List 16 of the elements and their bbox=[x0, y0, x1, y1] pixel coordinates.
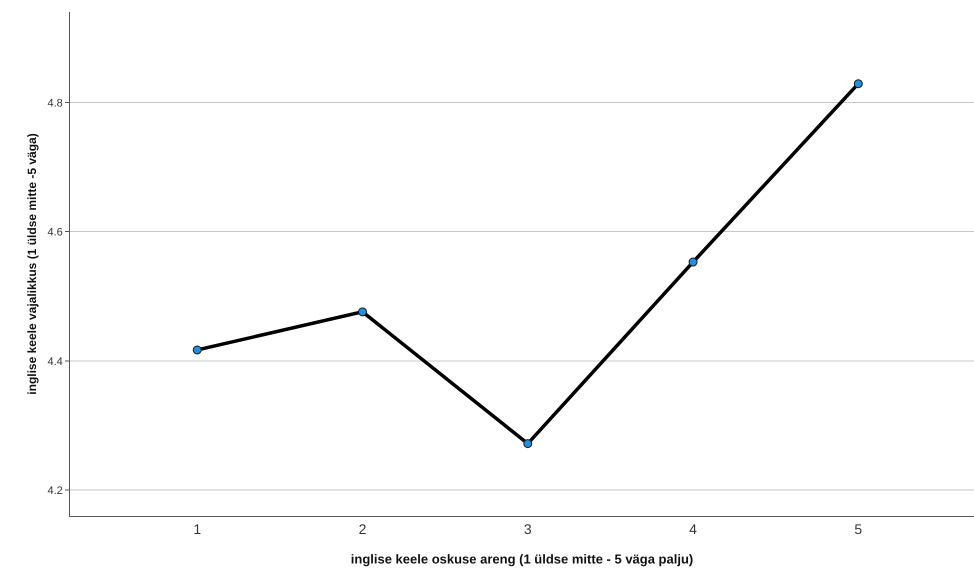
x-tick-label: 5 bbox=[854, 520, 862, 537]
x-tick-label: 3 bbox=[524, 520, 532, 537]
point bbox=[854, 79, 863, 88]
x-axis-title: inglise keele oskuse areng (1 üldse mitte - 5 väga palju) bbox=[350, 551, 694, 566]
y-tick-label: 4.6 bbox=[48, 226, 63, 239]
x-tick-label: 2 bbox=[358, 520, 367, 537]
x-tick-label: 4 bbox=[689, 520, 698, 537]
y-tick-label: 4.2 bbox=[48, 485, 63, 497]
point bbox=[523, 439, 532, 448]
y-tick-label: 4.4 bbox=[48, 356, 63, 368]
point bbox=[358, 307, 368, 316]
x-tick-label: 1 bbox=[193, 520, 202, 537]
point bbox=[688, 258, 698, 267]
point bbox=[192, 345, 202, 354]
y-tick-label: 4.8 bbox=[48, 97, 63, 110]
y-axis-title: inglise keele vajalikkus (1 üldse mitte -5 väga) bbox=[24, 133, 39, 395]
